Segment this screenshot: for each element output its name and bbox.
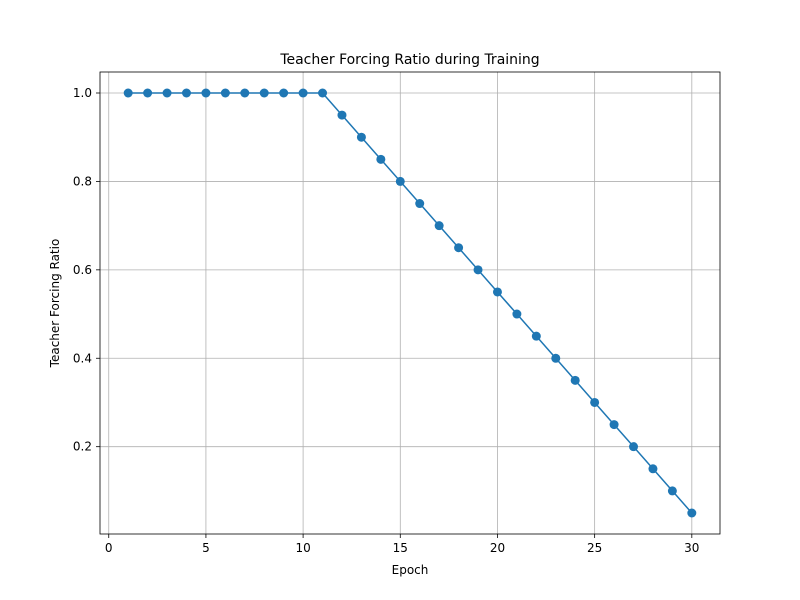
- data-point: [473, 265, 483, 275]
- chart-title: Teacher Forcing Ratio during Training: [279, 52, 539, 68]
- data-point: [259, 88, 269, 98]
- data-point: [143, 88, 153, 98]
- data-point: [318, 88, 328, 98]
- data-point: [609, 420, 619, 430]
- data-point: [551, 353, 561, 363]
- data-point: [220, 88, 230, 98]
- y-tick-label: 0.4: [73, 351, 92, 365]
- x-tick-label: 10: [295, 541, 310, 555]
- x-tick-label: 25: [587, 541, 602, 555]
- data-point: [376, 154, 386, 164]
- x-tick-label: 5: [202, 541, 210, 555]
- x-tick-label: 15: [393, 541, 408, 555]
- y-tick-label: 0.2: [73, 440, 92, 454]
- data-point: [512, 309, 522, 319]
- data-point: [648, 464, 658, 474]
- grid-lines: [100, 72, 720, 534]
- data-point: [298, 88, 308, 98]
- y-axis-label: Teacher Forcing Ratio: [48, 239, 62, 369]
- data-point: [181, 88, 191, 98]
- data-point: [279, 88, 289, 98]
- data-point: [201, 88, 211, 98]
- data-point: [415, 199, 425, 209]
- x-tick-label: 30: [684, 541, 699, 555]
- data-point: [434, 221, 444, 231]
- y-tick-label: 0.6: [73, 263, 92, 277]
- data-point: [531, 331, 541, 341]
- x-axis-label: Epoch: [392, 563, 429, 577]
- data-point: [590, 397, 600, 407]
- x-tick-label: 0: [105, 541, 113, 555]
- data-point: [492, 287, 502, 297]
- data-point: [454, 243, 464, 253]
- y-tick-label: 1.0: [73, 86, 92, 100]
- axis-ticks: 0 5 10 15 20 25 30 0.2 0.4 0.6 0.8 1.0: [73, 86, 700, 555]
- data-point: [162, 88, 172, 98]
- data-point: [123, 88, 133, 98]
- plot-frame: [99, 71, 721, 535]
- data-point: [570, 375, 580, 385]
- data-point: [240, 88, 250, 98]
- data-point: [687, 508, 697, 518]
- y-tick-label: 0.8: [73, 174, 92, 188]
- x-tick-label: 20: [490, 541, 505, 555]
- data-point: [356, 132, 366, 142]
- data-point: [395, 176, 405, 186]
- data-point: [667, 486, 677, 496]
- data-point: [629, 442, 639, 452]
- series-line-group: [123, 88, 697, 518]
- data-point: [337, 110, 347, 120]
